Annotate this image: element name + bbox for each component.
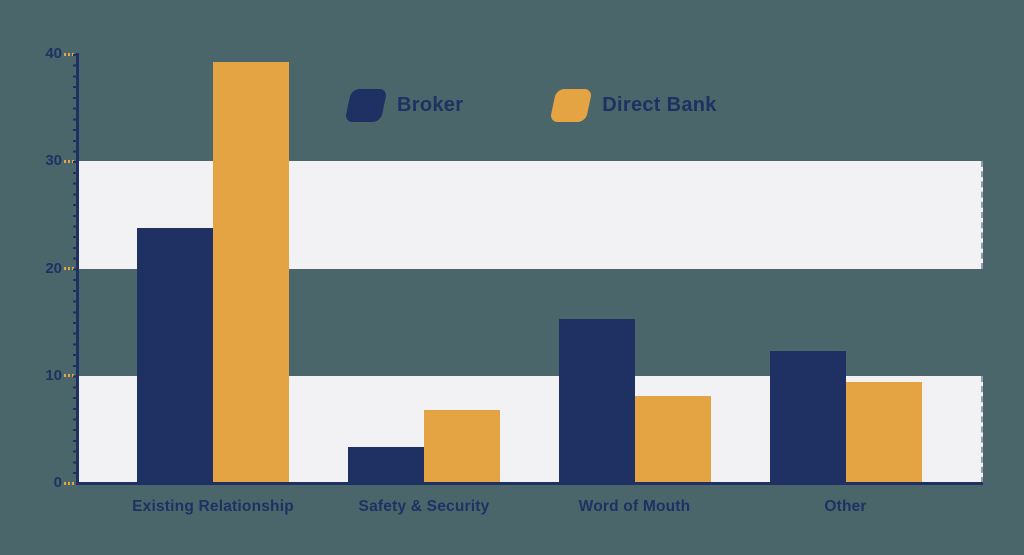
y-label-0: 0: [53, 474, 62, 491]
y-tick-10: [64, 374, 77, 378]
legend-item-broker: Broker: [344, 89, 464, 122]
legend-swatch-broker: [344, 89, 388, 122]
bar-broker-other: [769, 351, 846, 483]
legend-label-direct-bank: Direct Bank: [602, 94, 717, 116]
x-axis-line: [76, 482, 983, 485]
legend-swatch-direct-bank: [549, 89, 593, 122]
legend: Broker Direct Bank: [344, 89, 717, 122]
x-label-existing-relationship: Existing Relationship: [132, 498, 294, 515]
x-label-safety-security: Safety & Security: [358, 498, 490, 515]
y-tick-30: [64, 159, 77, 163]
y-tick-0: [64, 481, 77, 485]
y-tick-40: [64, 52, 77, 56]
x-label-word-of-mouth: Word of Mouth: [578, 498, 691, 515]
bar-broker-word-of-mouth: [558, 318, 635, 483]
y-axis-minor-ticks: [73, 54, 76, 483]
y-label-40: 40: [45, 45, 62, 62]
bar-direct-bank-word-of-mouth: [634, 396, 711, 483]
bars-layer: [77, 54, 983, 483]
legend-item-direct-bank: Direct Bank: [549, 89, 717, 122]
bar-broker-safety-security: [348, 446, 424, 483]
plot-area: [73, 53, 983, 485]
bar-direct-bank-other: [845, 382, 922, 483]
y-label-10: 10: [45, 366, 62, 384]
y-axis-line: [76, 53, 79, 484]
bar-direct-bank-existing-relationship: [213, 61, 289, 483]
y-label-30: 30: [45, 152, 62, 170]
bar-broker-existing-relationship: [137, 227, 213, 483]
y-tick-20: [64, 267, 77, 270]
x-label-other: Other: [824, 498, 867, 515]
y-label-20: 20: [45, 259, 62, 277]
legend-label-broker: Broker: [397, 94, 464, 116]
bar-direct-bank-safety-security: [424, 410, 500, 483]
